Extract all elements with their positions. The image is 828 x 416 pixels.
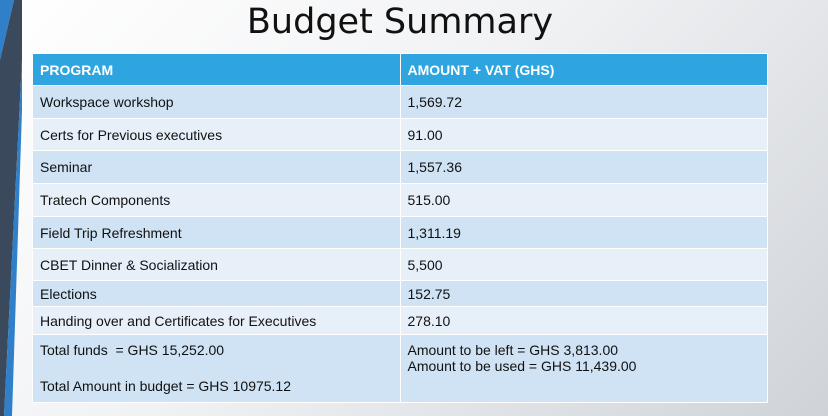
program-cell: Handing over and Certificates for Execut… (32, 306, 401, 335)
amount-cell: 1,569.72 (399, 85, 768, 119)
accent-blue-band (4, 60, 22, 416)
table-row: Tratech Components 515.00 (32, 183, 768, 217)
table-row: CBET Dinner & Socialization 5,500 (32, 248, 768, 281)
header-program: PROGRAM (32, 53, 401, 86)
table-row: Elections 152.75 (32, 280, 768, 307)
program-cell: Workspace workshop (32, 85, 401, 119)
amount-cell: 1,557.36 (399, 150, 768, 184)
summary-row: Total funds = GHS 15,252.00 Total Amount… (32, 334, 768, 403)
amount-used-text: Amount to be used = GHS 11,439.00 (407, 358, 637, 374)
table-row: Field Trip Refreshment 1,311.19 (32, 216, 768, 249)
table-row: Workspace workshop 1,569.72 (32, 85, 768, 119)
amount-cell: 152.75 (399, 280, 768, 307)
amount-left-text: Amount to be left = GHS 3,813.00 (407, 342, 619, 358)
table-row: Seminar 1,557.36 (32, 150, 768, 184)
slide-accent-decoration (0, 0, 22, 416)
amount-cell: 1,311.19 (399, 216, 768, 249)
budget-table: PROGRAM AMOUNT + VAT (GHS) Workspace wor… (32, 53, 768, 403)
amount-cell: 515.00 (399, 183, 768, 217)
total-funds-text: Total funds = GHS 15,252.00 (40, 342, 225, 358)
amount-cell: 5,500 (399, 248, 768, 281)
slide-title: Budget Summary (246, 2, 554, 42)
table-header-row: PROGRAM AMOUNT + VAT (GHS) (32, 53, 768, 86)
program-cell: CBET Dinner & Socialization (32, 248, 401, 281)
program-cell: Tratech Components (32, 183, 401, 217)
summary-right-cell: Amount to be left = GHS 3,813.00 Amount … (399, 334, 768, 403)
accent-dark-band (0, 0, 22, 416)
program-cell: Field Trip Refreshment (32, 216, 401, 249)
program-cell: Certs for Previous executives (32, 118, 401, 151)
table-row: Handing over and Certificates for Execut… (32, 306, 768, 335)
amount-cell: 91.00 (399, 118, 768, 151)
program-cell: Elections (32, 280, 401, 307)
amount-cell: 278.10 (399, 306, 768, 335)
total-budget-text: Total Amount in budget = GHS 10975.12 (40, 378, 292, 394)
header-amount: AMOUNT + VAT (GHS) (399, 53, 768, 86)
summary-left-cell: Total funds = GHS 15,252.00 Total Amount… (32, 334, 401, 403)
table-row: Certs for Previous executives 91.00 (32, 118, 768, 151)
program-cell: Seminar (32, 150, 401, 184)
